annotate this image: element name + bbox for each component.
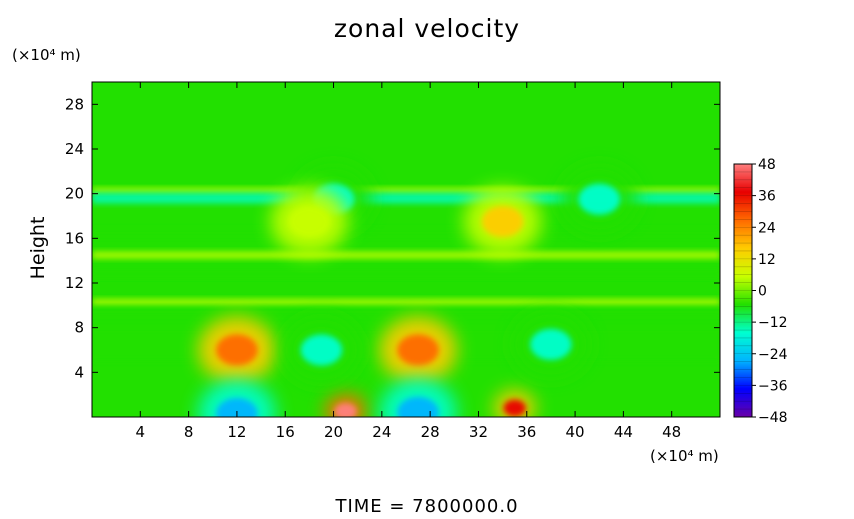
band-yellow-14	[92, 251, 720, 259]
band-yellow-10	[92, 298, 720, 306]
field-feature	[270, 187, 349, 256]
field-feature	[324, 393, 367, 417]
band-yellow-20	[92, 187, 720, 194]
field-feature	[560, 165, 639, 234]
y-tick-label: 16	[65, 229, 84, 247]
field-feature	[197, 316, 276, 384]
y-tick-label: 20	[65, 185, 84, 203]
chart-title: zonal velocity	[333, 14, 521, 43]
band-cyan-9	[92, 307, 720, 317]
time-readout: TIME = 7800000.0	[335, 496, 519, 517]
x-tick-label: 40	[566, 423, 585, 441]
x-tick-label: 32	[469, 423, 488, 441]
velocity-field	[92, 82, 720, 417]
field-feature	[463, 187, 542, 256]
y-tick-label: 8	[74, 319, 84, 337]
y-tick-label: 4	[74, 363, 84, 381]
y-axis-unit: (×10⁴ m)	[12, 46, 81, 64]
x-tick-label: 8	[184, 423, 194, 441]
band-cyan-16	[92, 228, 720, 238]
colorbar-tick-label: 36	[758, 189, 776, 205]
x-tick-label: 48	[662, 423, 681, 441]
colorbar: 48 36 24 12 0 −12 −24 −36 −48	[733, 157, 788, 426]
x-tick-label: 44	[614, 423, 633, 441]
field-feature	[493, 389, 536, 417]
colorbar-tick-label: −48	[758, 410, 788, 426]
colorbar-tick-label: −24	[758, 347, 788, 363]
x-tick-label: 12	[227, 423, 246, 441]
colorbar-tick-label: 12	[758, 252, 776, 268]
field-feature	[197, 379, 276, 417]
x-axis-unit: (×10⁴ m)	[650, 447, 719, 465]
y-tick-label: 28	[65, 95, 84, 113]
x-axis: 4 8 12 16 20 24 28 32 36 40 44 48	[136, 82, 681, 441]
field-feature	[379, 316, 458, 384]
x-tick-label: 24	[372, 423, 391, 441]
x-tick-label: 36	[517, 423, 536, 441]
band-cyan-12	[92, 270, 720, 278]
field-feature	[282, 316, 361, 384]
y-tick-label: 24	[65, 140, 84, 158]
y-tick-label: 12	[65, 274, 84, 292]
colorbar-tick-label: 48	[758, 157, 776, 173]
x-tick-label: 4	[136, 423, 146, 441]
x-tick-label: 28	[421, 423, 440, 441]
field-feature	[379, 378, 458, 417]
band-cyan-19	[92, 192, 720, 204]
plot-frame	[91, 81, 721, 418]
y-axis: 4 8 12 16 20 24 28	[65, 95, 720, 381]
colorbar-tick-label: −12	[758, 315, 788, 331]
x-tick-label: 20	[324, 423, 343, 441]
colorbar-tick-label: 0	[758, 284, 767, 300]
colorbar-tick-label: −36	[758, 378, 788, 394]
field-feature	[511, 310, 590, 379]
x-tick-label: 16	[276, 423, 295, 441]
colorbar-tick-label: 24	[758, 220, 776, 236]
